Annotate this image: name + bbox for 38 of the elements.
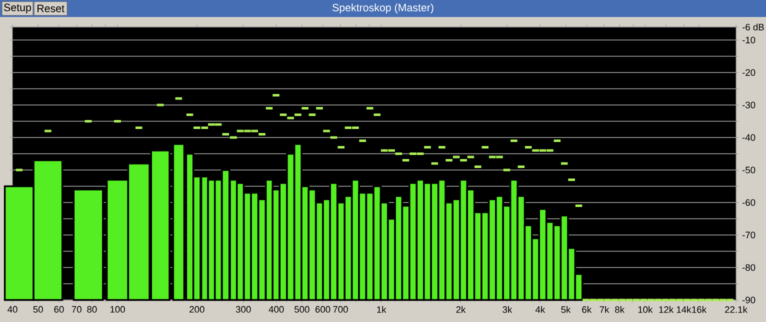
y-tick-label: -60 xyxy=(742,199,756,206)
chart-title: Spektroskop (Master) xyxy=(332,4,434,14)
x-tick-label: 40 xyxy=(8,306,18,313)
x-tick-label: 200 xyxy=(190,306,204,313)
y-tick-label: -70 xyxy=(742,232,756,238)
x-tick-label: 70 xyxy=(72,306,82,313)
x-tick-label: 700 xyxy=(333,306,348,313)
x-tick-label: 22.1k xyxy=(725,306,748,313)
x-tick-label: 16k xyxy=(692,306,707,313)
x-tick-label: 14k xyxy=(676,306,692,313)
x-tick-label: 10k xyxy=(638,306,653,313)
x-tick-label: 1k xyxy=(377,306,386,313)
x-tick-label: 60 xyxy=(54,306,64,313)
x-tick-label: 7k xyxy=(600,306,610,313)
x-tick-label: 5k xyxy=(561,306,571,313)
x-tick-label: 100 xyxy=(110,306,125,313)
y-tick-label: -90 xyxy=(742,296,756,304)
x-tick-label: 3k xyxy=(502,306,512,313)
x-tick-label: 8k xyxy=(615,306,625,313)
x-tick-label: 50 xyxy=(33,306,43,313)
y-tick-label: -80 xyxy=(742,264,756,271)
x-tick-label: 300 xyxy=(236,306,251,313)
y-tick-label: -20 xyxy=(742,69,756,76)
text: Setup xyxy=(4,4,31,14)
y-tick-label: -30 xyxy=(742,102,756,108)
x-tick-label: 6k xyxy=(582,306,592,313)
y-tick-label: -40 xyxy=(742,134,756,141)
x-tick-label: 4k xyxy=(535,306,546,313)
y-tick-label: -6 dB xyxy=(742,24,764,30)
x-tick-label: 80 xyxy=(87,306,97,313)
x-tick-label: 500 xyxy=(294,306,310,313)
y-tick-label: -10 xyxy=(742,36,756,44)
x-tick-label: 400 xyxy=(268,306,284,313)
x-tick-label: 600 xyxy=(315,306,330,313)
x-tick-label: 12k xyxy=(659,306,674,313)
text: Reset xyxy=(38,4,64,12)
x-tick-label: 2k xyxy=(456,306,466,313)
y-tick-label: -50 xyxy=(742,166,756,174)
